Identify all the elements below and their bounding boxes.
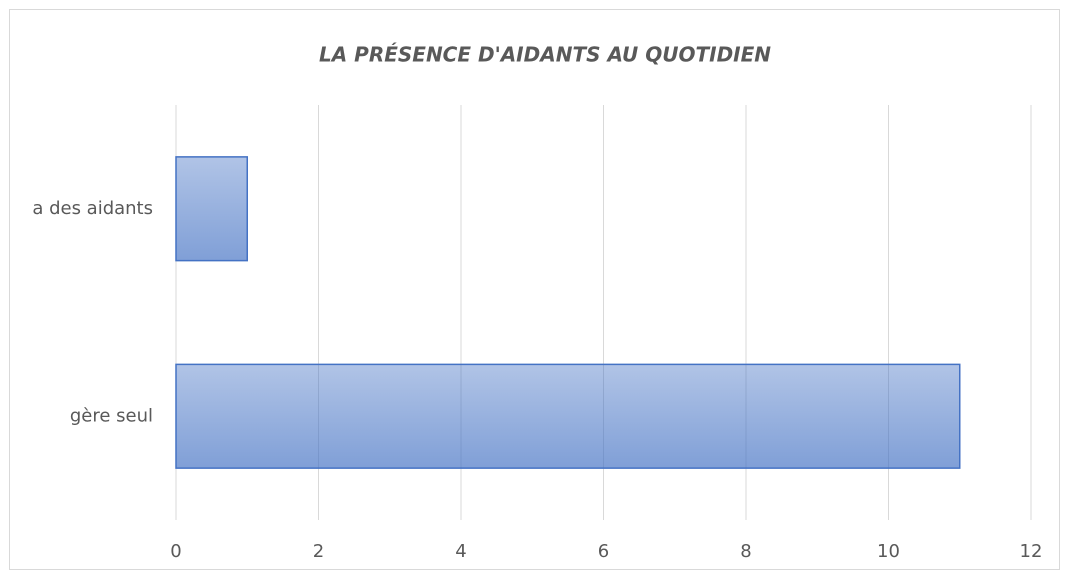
x-tick-label: 12: [1020, 541, 1043, 562]
x-tick-label: 8: [740, 541, 751, 562]
chart-border: [9, 9, 1060, 570]
y-tick-label: gère seul: [70, 405, 153, 426]
x-tick-label: 2: [313, 541, 324, 562]
bar: [175, 363, 961, 469]
x-tick-label: 10: [877, 541, 900, 562]
chart-title: LA PRÉSENCE D'AIDANTS AU QUOTIDIEN: [319, 43, 771, 67]
x-tick-label: 6: [598, 541, 609, 562]
x-tick-label: 0: [170, 541, 181, 562]
bar: [175, 156, 248, 262]
y-tick-label: a des aidants: [32, 198, 153, 219]
x-tick-label: 4: [455, 541, 466, 562]
